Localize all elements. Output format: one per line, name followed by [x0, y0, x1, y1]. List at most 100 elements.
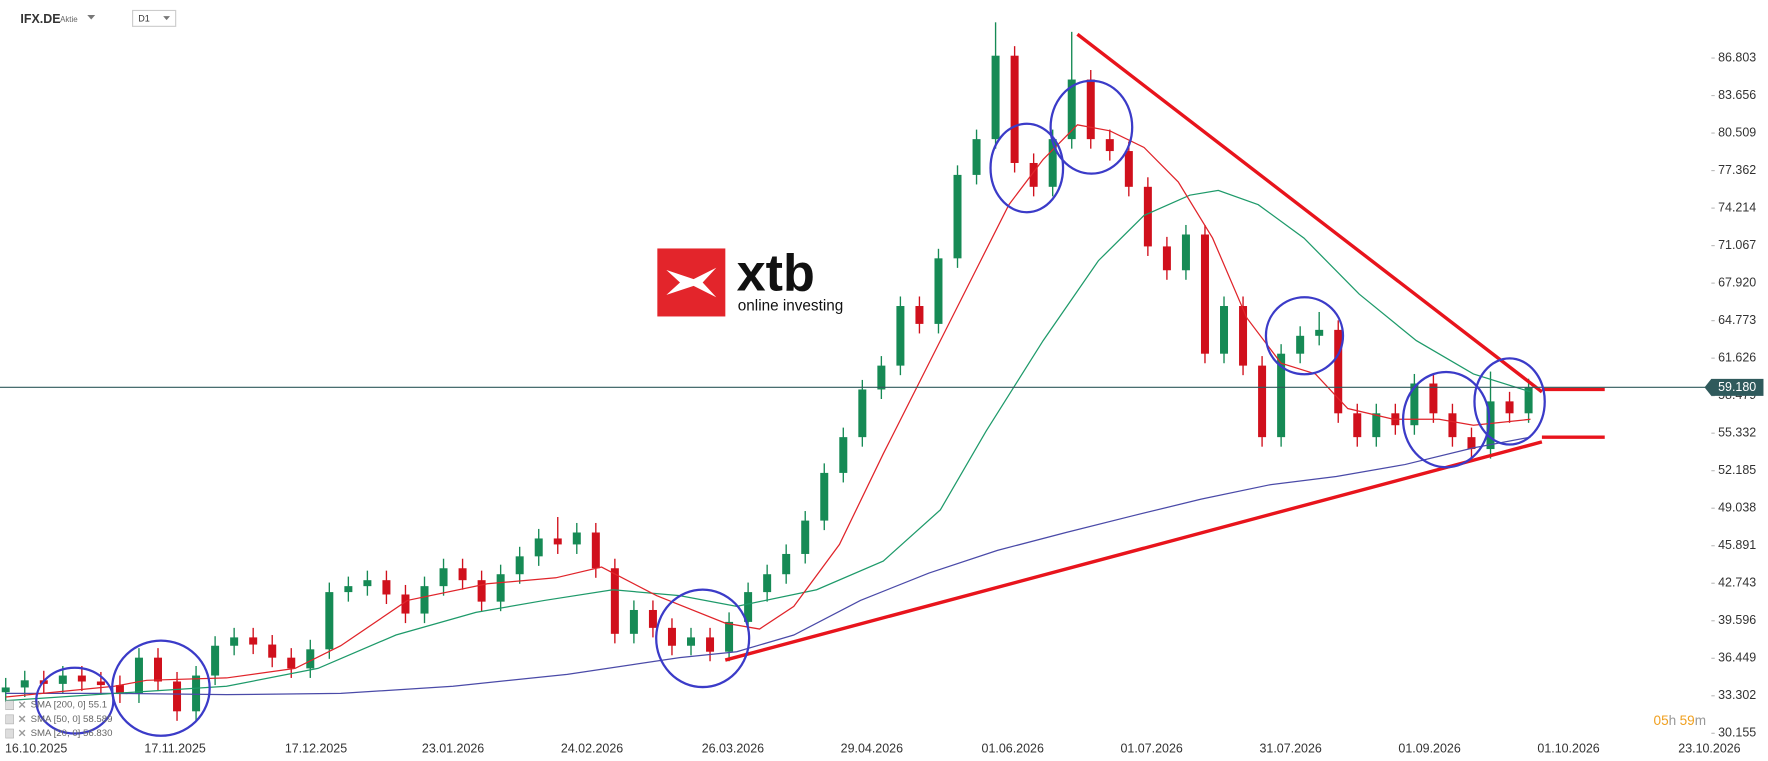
y-tick-label: 77.362 — [1718, 163, 1756, 177]
candle-body — [934, 258, 943, 324]
candle-body — [915, 306, 924, 324]
logo: xtb online investing — [657, 245, 843, 317]
candle-body — [1429, 383, 1438, 414]
candle-body — [1105, 139, 1114, 152]
candle-body — [1334, 329, 1343, 414]
candle-body — [382, 580, 391, 595]
candle-body — [1296, 335, 1305, 354]
candle-body — [496, 574, 505, 602]
candle-body — [1505, 401, 1514, 414]
candle-body — [1277, 353, 1286, 438]
legend-close-icon — [18, 701, 26, 708]
y-tick-label: 36.449 — [1718, 651, 1756, 665]
x-tick-label: 23.01.2026 — [422, 742, 484, 756]
candle-body — [858, 389, 867, 438]
trend-line — [724, 440, 1543, 662]
candle-body — [420, 586, 429, 614]
candle-body — [706, 637, 715, 652]
last-price-label: 59.180 — [1718, 380, 1756, 394]
highlight-circle — [1401, 370, 1491, 469]
candle-body — [458, 568, 467, 581]
candle-body — [211, 645, 220, 676]
candle-body — [1181, 234, 1190, 271]
y-tick-label: 45.891 — [1718, 538, 1756, 552]
timer-hours: 05 — [1654, 713, 1669, 728]
candle-body — [896, 306, 905, 366]
highlight-circle — [1264, 296, 1345, 376]
candle-body — [1162, 246, 1171, 271]
highlight-circle — [989, 122, 1065, 214]
candle-body — [115, 685, 124, 694]
candle-body — [991, 55, 1000, 140]
candle-body — [1448, 413, 1457, 438]
legend-icon — [5, 700, 14, 711]
y-tick-label: 64.773 — [1718, 313, 1756, 327]
interval: D1 — [138, 13, 150, 23]
candle-body — [839, 437, 848, 473]
candle-body — [306, 649, 315, 669]
candle-body — [1353, 413, 1362, 438]
candle-body — [1067, 79, 1076, 140]
x-tick-label: 31.07.2026 — [1259, 742, 1321, 756]
legend-icon — [5, 714, 14, 725]
candle-body — [287, 657, 296, 669]
moving-average-line — [5, 436, 1531, 696]
y-tick-label: 83.656 — [1718, 88, 1756, 102]
candle-body — [1410, 383, 1419, 426]
y-tick-label: 33.302 — [1718, 688, 1756, 702]
candle-body — [58, 675, 67, 684]
moving-average-line — [5, 189, 1531, 702]
candle-body — [553, 538, 562, 545]
x-tick-label: 26.03.2026 — [702, 742, 764, 756]
interval-box[interactable] — [132, 9, 177, 27]
legend-label: SMA [50, 0] 58.589 — [31, 714, 113, 725]
candle-body — [1124, 151, 1133, 187]
highlight-circle — [655, 588, 751, 689]
candle-body — [648, 609, 657, 628]
candle-body — [725, 621, 734, 652]
candle-body — [572, 532, 581, 545]
y-tick-label: 52.185 — [1718, 463, 1756, 477]
x-tick-label: 01.07.2026 — [1121, 742, 1183, 756]
candle-body — [1086, 79, 1095, 140]
y-tick-label: 86.803 — [1718, 50, 1756, 64]
interval-dropdown — [163, 16, 170, 21]
candle-body — [344, 586, 353, 593]
symbol: IFX.DE — [20, 12, 60, 26]
candle-body — [953, 174, 962, 259]
x-tick-label: 17.12.2025 — [285, 742, 347, 756]
candle-body — [820, 472, 829, 521]
candle-body — [1, 687, 10, 693]
highlight-circles — [35, 79, 1546, 737]
candle-body — [534, 538, 543, 557]
bar-timer: 05h 59m — [1654, 713, 1707, 728]
candle-body — [77, 675, 86, 682]
candle-body — [1467, 437, 1476, 450]
candle-body — [401, 594, 410, 614]
candle-body — [230, 637, 239, 646]
timer-minutes: 59 — [1680, 713, 1695, 728]
candle-body — [782, 553, 791, 575]
y-tick-label: 67.920 — [1718, 275, 1756, 289]
candle-body — [667, 627, 676, 646]
logo-name: xtb — [737, 245, 815, 303]
candle-body — [591, 532, 600, 569]
candle-body — [325, 592, 334, 650]
logo-x — [666, 267, 717, 298]
candle-body — [1220, 306, 1229, 354]
x-tick-label: 17.11.2025 — [144, 742, 205, 756]
candle-body — [1200, 234, 1209, 354]
symbol-dropdown[interactable] — [87, 15, 96, 20]
candle-body — [134, 657, 143, 694]
candle-body — [801, 520, 810, 554]
y-tick-label: 49.038 — [1718, 501, 1756, 515]
candle-body — [249, 637, 258, 645]
candle-body — [268, 644, 277, 658]
y-tick-label: 39.596 — [1718, 613, 1756, 627]
timer-minutes-unit: m — [1695, 713, 1706, 728]
candle-body — [439, 568, 448, 587]
x-tick-label: 01.10.2026 — [1537, 742, 1599, 756]
y-tick-label: 61.626 — [1718, 350, 1756, 364]
candle-body — [1258, 365, 1267, 438]
